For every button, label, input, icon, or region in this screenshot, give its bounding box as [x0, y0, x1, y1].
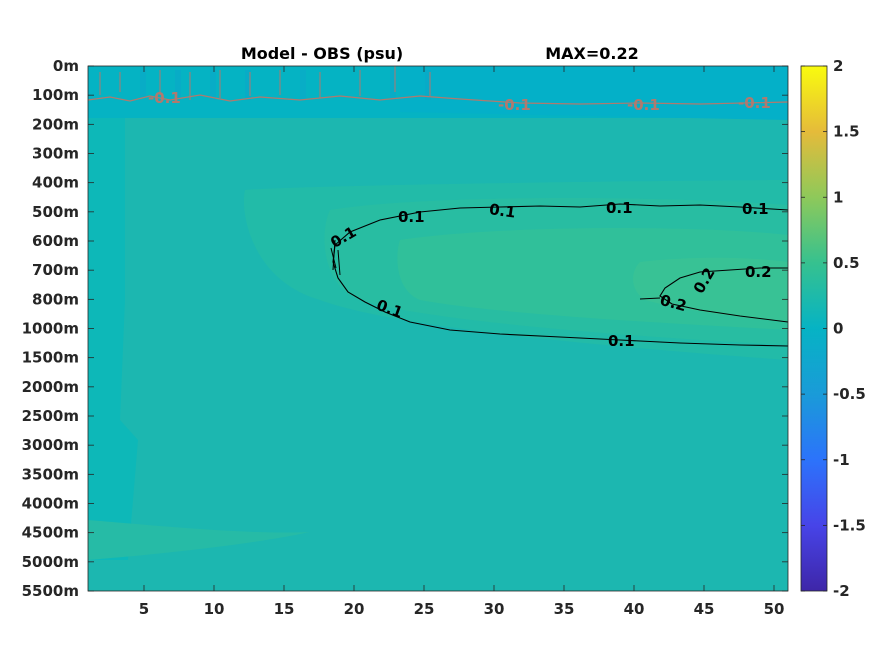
colorbar-ticks: 2 1.5 1 0.5 0 -0.5 -1 -1.5 -2	[801, 57, 866, 600]
colorbar	[800, 65, 828, 592]
y-tick-label: 0m	[53, 57, 79, 75]
y-tick-label: 600m	[32, 232, 79, 250]
y-tick-label: 2500m	[22, 407, 79, 425]
y-tick-label: 1000m	[22, 320, 79, 338]
x-axis: 5 10 15 20 25 30 35 40 45 50	[139, 66, 785, 618]
contour-labels: -0.1 -0.1 -0.1 -0.1 0.1 0.1 0.1 0.1 0.1 …	[148, 89, 772, 350]
x-tick-label: 5	[139, 600, 149, 618]
chart-title: Model - OBS (psu)	[241, 44, 403, 63]
clabel-01-b: 0.1	[488, 200, 517, 222]
y-tick-label: 700m	[32, 261, 79, 279]
y-tick-label: 3000m	[22, 436, 79, 454]
x-tick-label: 20	[344, 600, 365, 618]
colorbar-tick-label: 0	[833, 320, 843, 338]
contour-lines	[88, 66, 788, 347]
x-tick-label: 35	[554, 600, 575, 618]
colorbar-tick-label: -1	[833, 451, 850, 469]
y-tick-label: 400m	[32, 174, 79, 192]
y-tick-label: 200m	[32, 115, 79, 133]
x-tick-label: 30	[484, 600, 505, 618]
clabel-01-a: 0.1	[398, 208, 425, 226]
clabel-01-d: 0.1	[742, 200, 769, 218]
y-tick-label: 5500m	[22, 582, 79, 600]
clabel-neg01-b: -0.1	[498, 96, 531, 114]
clabel-neg01-c: -0.1	[627, 96, 660, 114]
y-tick-label: 100m	[32, 86, 79, 104]
y-tick-label: 300m	[32, 145, 79, 163]
x-tick-label: 40	[624, 600, 645, 618]
colorbar-tick-label: 0.5	[833, 254, 860, 272]
y-tick-label: 4000m	[22, 495, 79, 513]
colorbar-tick-label: -1.5	[833, 516, 866, 534]
contour-02	[659, 267, 788, 323]
x-tick-label: 45	[694, 600, 715, 618]
y-tick-label: 3500m	[22, 465, 79, 483]
clabel-01-g: 0.1	[608, 332, 635, 350]
y-tick-label: 5000m	[22, 553, 79, 571]
chart-title-max: MAX=0.22	[545, 44, 639, 63]
y-tick-label: 800m	[32, 290, 79, 308]
colorbar-tick-label: -2	[833, 582, 850, 600]
y-axis: 0m 100m 200m 300m 400m 500m 600m 700m 800m 1000m 1…	[22, 57, 788, 600]
y-tick-label: 1500m	[22, 349, 79, 367]
heatmap-field	[88, 66, 788, 591]
x-tick-label: 10	[204, 600, 225, 618]
clabel-02-a: 0.2	[745, 263, 772, 281]
y-tick-label: 2000m	[22, 378, 79, 396]
colorbar-tick-label: 1	[833, 188, 843, 206]
colorbar-tick-label: -0.5	[833, 385, 866, 403]
colorbar-tick-label: 2	[833, 57, 843, 75]
clabel-01-c: 0.1	[606, 199, 633, 217]
x-tick-label: 50	[764, 600, 785, 618]
x-tick-label: 25	[414, 600, 435, 618]
colorbar-tick-label: 1.5	[833, 123, 860, 141]
clabel-neg01-a: -0.1	[148, 89, 181, 107]
x-tick-label: 15	[274, 600, 295, 618]
y-tick-label: 4500m	[22, 524, 79, 542]
clabel-neg01-d: -0.1	[738, 94, 771, 112]
y-tick-label: 500m	[32, 203, 79, 221]
